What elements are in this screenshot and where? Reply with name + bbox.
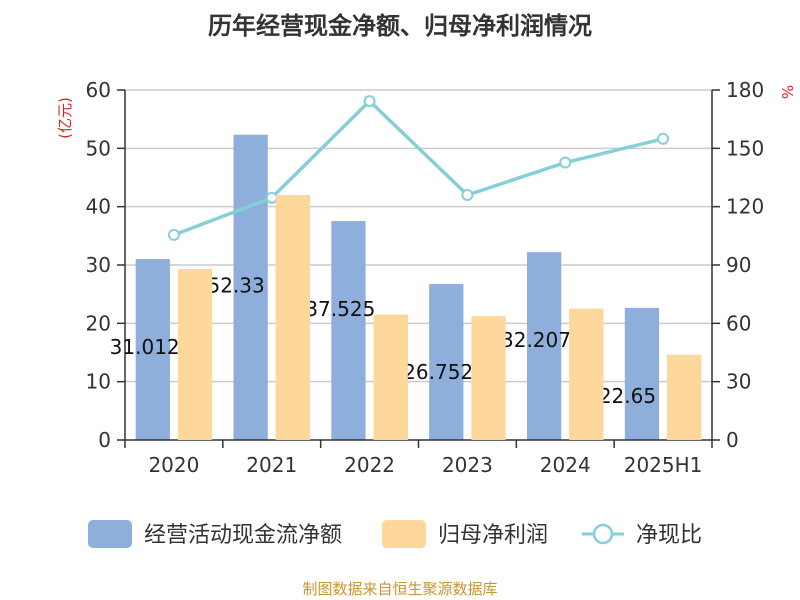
right-axis-tick-label: 0 [726,428,739,452]
right-axis-tick-label: 60 [726,311,751,335]
chart-title: 历年经营现金净额、归母净利润情况 [208,12,592,40]
x-axis-tick-label: 2020 [148,453,199,477]
legend-label-net-profit: 归母净利润 [438,523,548,548]
bar-net-profit-overlay [275,195,310,440]
x-axis-tick-label: 2024 [540,453,591,477]
bar-cashflow [331,221,366,440]
grid-lines [125,89,712,383]
left-axis-tick-label: 0 [98,428,111,452]
bar-cashflow [233,134,268,440]
bar-net-profit-overlay [569,308,604,440]
left-axis-label: (亿元) [56,97,74,139]
x-axis-tick-label: 2023 [442,453,493,477]
legend-marker-ratio [592,523,614,545]
data-label-cashflow: 37.525 [305,297,375,321]
right-axis-tick-label: 120 [726,195,764,219]
point-ratio [363,95,376,108]
data-label-cashflow: 32.207 [501,328,571,352]
line-ratio [173,98,664,237]
data-label-cashflow: 52.33 [208,274,265,298]
x-axis-tick-label: 2021 [246,453,297,477]
point-ratio [657,132,670,145]
legend-label-cashflow: 经营活动现金流净额 [144,523,342,548]
left-axis-tick-label: 10 [86,370,111,394]
line-series [167,95,670,241]
bar-net-profit-overlay [667,354,702,440]
x-axis-tick-label: 2025H1 [624,453,703,477]
point-ratio [461,189,474,201]
data-label-cashflow: 31.012 [110,335,180,359]
left-axis-tick-label: 30 [86,253,111,277]
axes: 0 10 20 30 40 50 60 0 30 60 90 120 150 180 2020 2021 202… [86,78,765,477]
bar-net-profit-overlay [177,269,213,440]
point-ratio [265,191,278,204]
bar-cashflow [527,252,562,440]
bar-net-profit-overlay [373,314,408,440]
left-axis-tick-label: 40 [86,195,111,219]
bar-cashflow [429,283,464,440]
left-axis-tick-label: 20 [86,311,111,335]
right-axis-tick-label: 180 [726,78,764,102]
left-axis-tick-label: 50 [86,136,111,160]
point-ratio [167,228,180,241]
right-axis-label: % [778,85,796,99]
legend-label-ratio: 净现比 [636,523,702,548]
x-axis-tick-label: 2022 [344,453,395,477]
right-axis-tick-label: 90 [726,253,751,277]
bar-cashflow [135,259,170,440]
legend-swatch-cashflow [88,520,132,548]
data-label-cashflow: 26.752 [403,360,473,384]
bar-net-profit-overlay [471,316,506,440]
data-label-cashflow: 22.65 [599,384,656,408]
legend: 经营活动现金流净额 归母净利润 净现比 [88,520,702,548]
legend-swatch-net-profit [382,520,426,548]
data-labels: 31.012 52.33 37.525 26.752 32.207 22.65 [110,195,702,440]
point-ratio [559,156,572,169]
bar-cashflow [624,307,660,440]
left-axis-tick-label: 60 [86,78,111,102]
right-axis-tick-label: 30 [726,370,751,394]
right-axis-tick-label: 150 [726,136,764,160]
source-note: 制图数据来自恒生聚源数据库 [302,580,498,598]
